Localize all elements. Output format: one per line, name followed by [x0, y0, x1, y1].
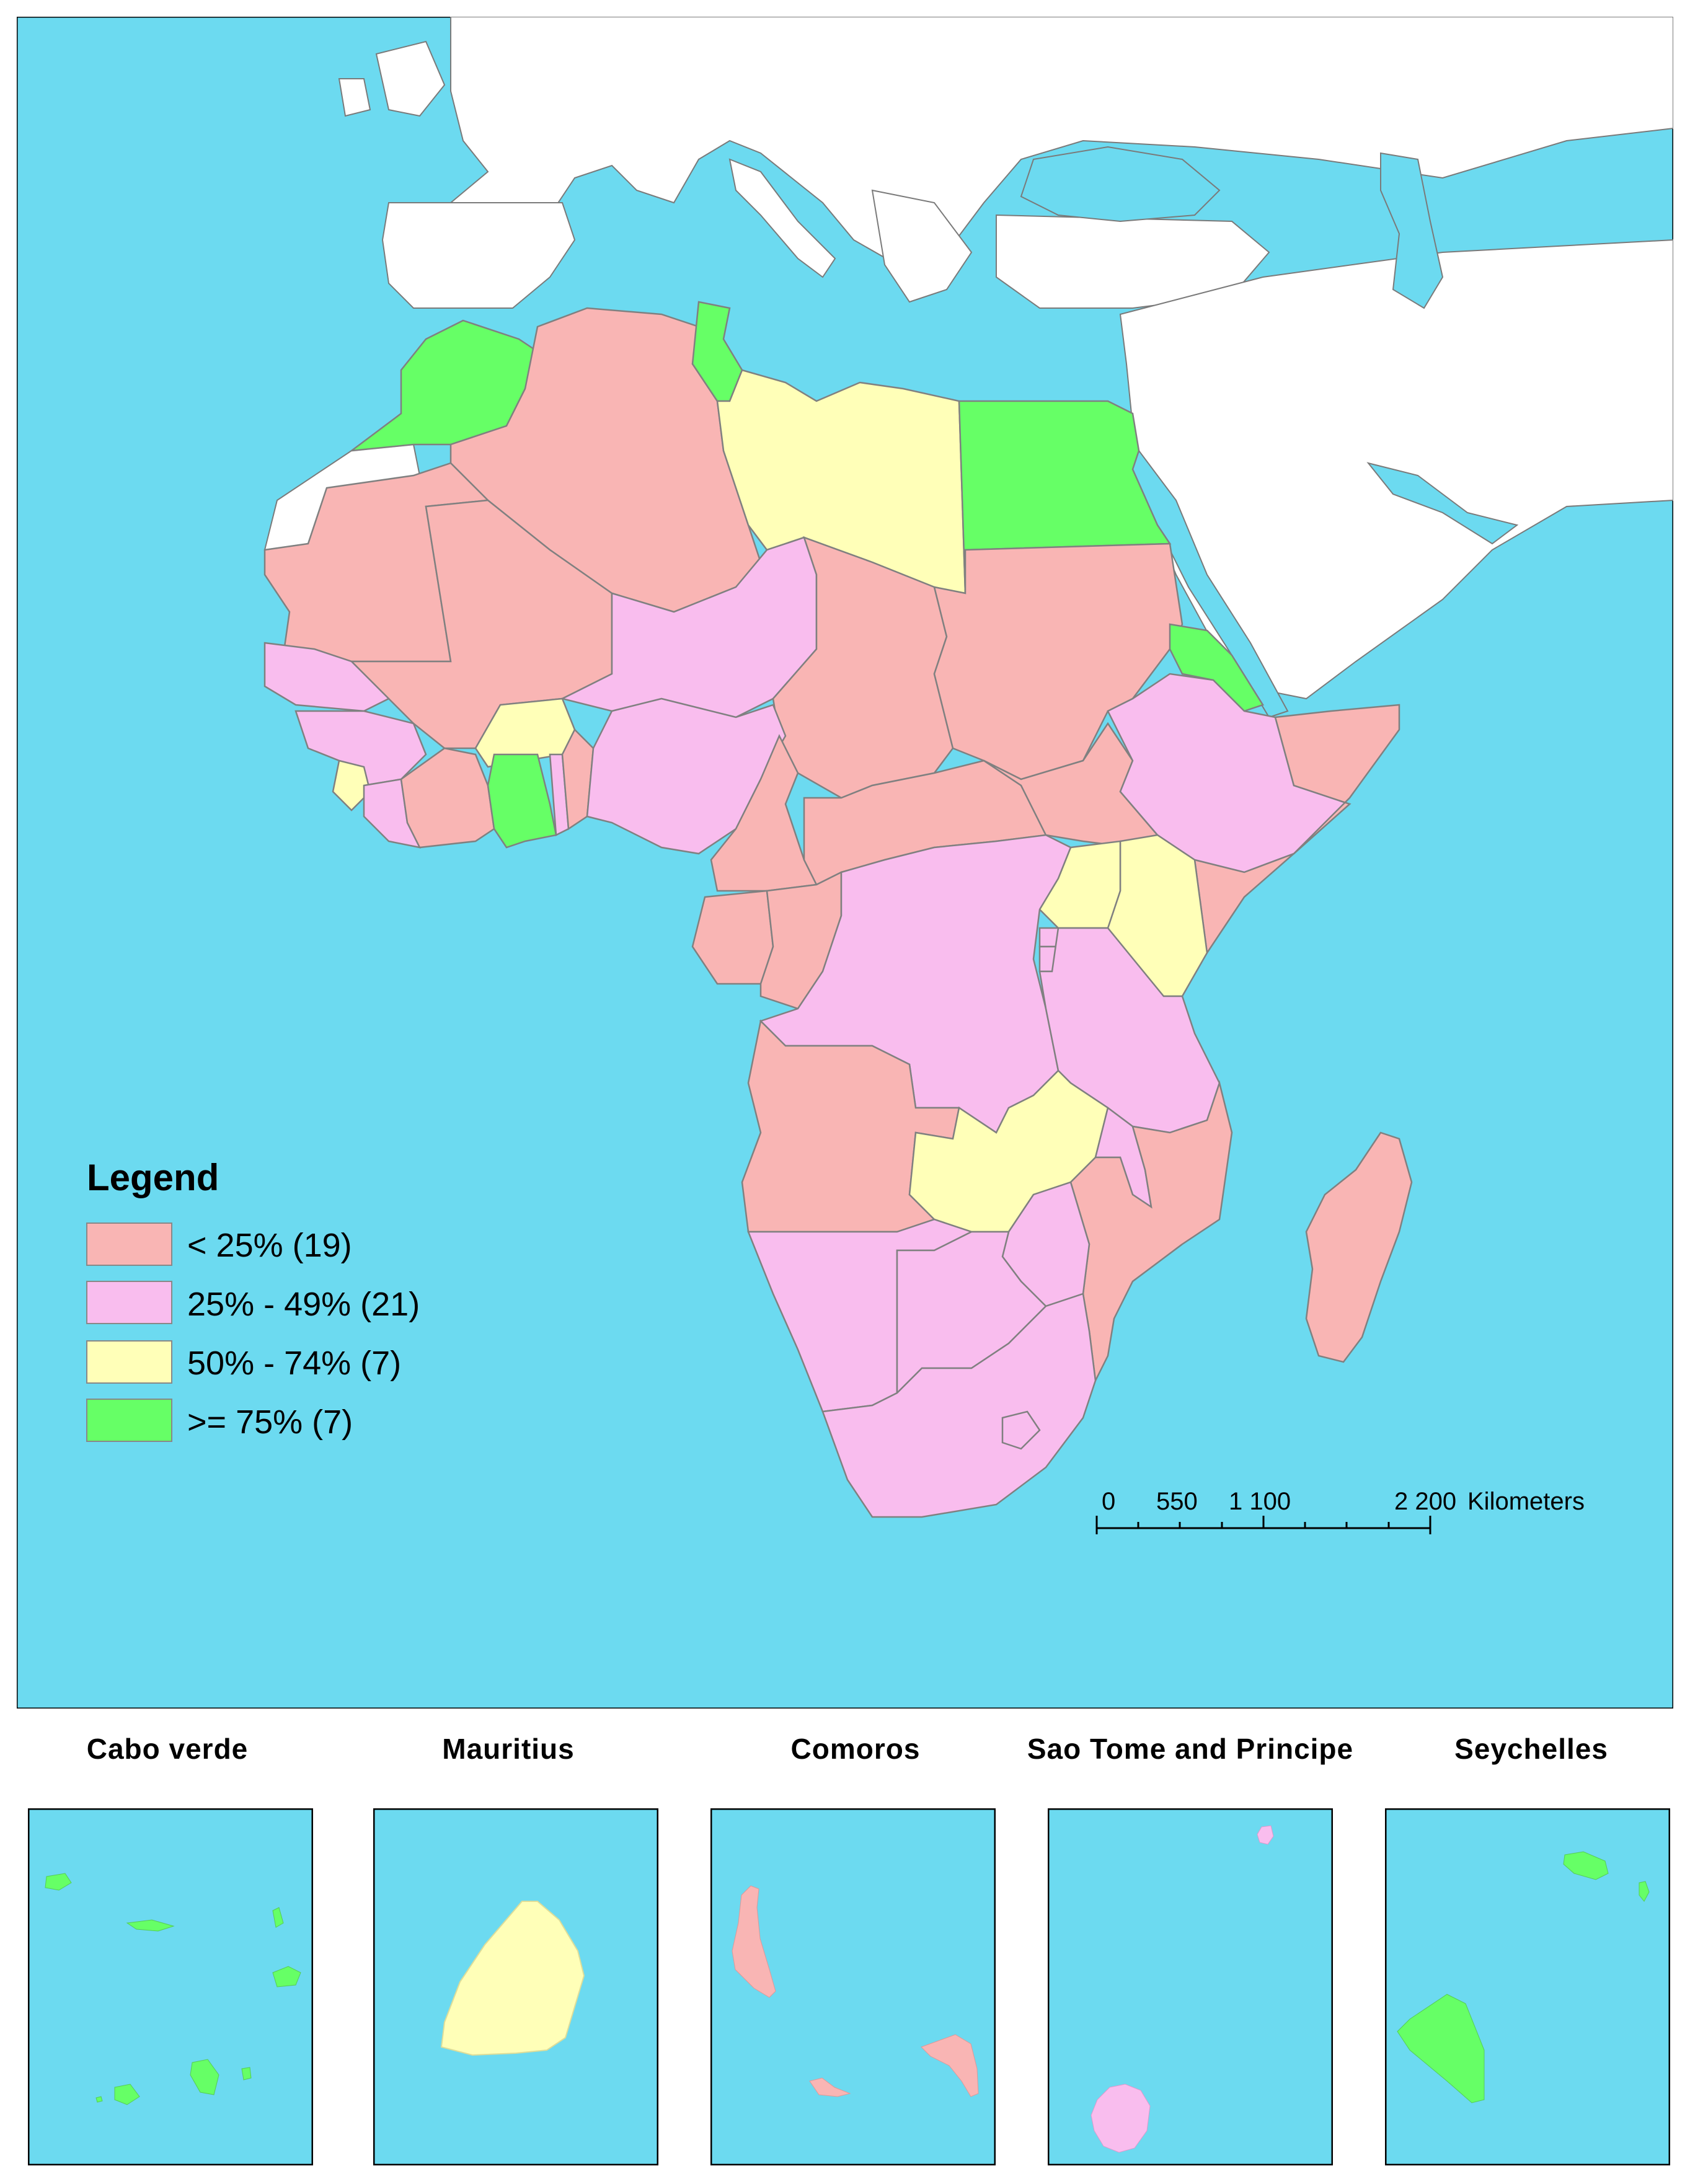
africa-main-map: Legend < 25% (19) 25% - 49% (21) 50% - 7…: [17, 17, 1673, 1709]
inset-title-cabo-verde: Cabo verde: [86, 1733, 249, 1765]
legend: Legend < 25% (19) 25% - 49% (21) 50% - 7…: [86, 1157, 420, 1442]
seychelles-island-la-digue: [1639, 1881, 1650, 1902]
inset-seychelles: [1385, 1808, 1670, 2165]
cabo-verde-island-sal: [272, 1907, 284, 1928]
cabo-verde-island-santiago: [190, 2059, 219, 2095]
inset-cabo-verde: [28, 1808, 313, 2165]
scale-tick-1100: 1 100: [1229, 1488, 1291, 1515]
seychelles-island-praslin: [1563, 1851, 1609, 1880]
cabo-verde-island-fogo: [114, 2084, 140, 2105]
inland-seas: [1020, 146, 1519, 718]
cabo-verde-island-brava: [95, 2096, 103, 2103]
legend-label-lt25: < 25% (19): [187, 1227, 352, 1264]
sao-tome-island: [1091, 2084, 1151, 2153]
iberia: [381, 202, 576, 309]
black-sea: [1020, 146, 1221, 223]
legend-label-25-49: 25% - 49% (21): [187, 1286, 420, 1323]
senegal: [263, 642, 391, 712]
inset-title-sao-tome: Sao Tome and Principe: [1027, 1733, 1354, 1765]
inset-title-seychelles: Seychelles: [1454, 1733, 1608, 1765]
legend-swatch-ge75: [86, 1399, 172, 1442]
cabo-verde-island-boa-vista: [272, 1966, 301, 1987]
inset-comoros: [710, 1808, 996, 2165]
legend-label-ge75: >= 75% (7): [187, 1404, 353, 1441]
sierra-leone: [332, 759, 371, 811]
cabo-verde-island-maio: [241, 2067, 252, 2080]
mauritius-island: [440, 1901, 585, 2056]
inset-sao-tome-and-principe: [1048, 1808, 1333, 2165]
cabo-verde-island-santo-antao: [45, 1873, 72, 1891]
legend-swatch-50-74: [86, 1340, 172, 1384]
scale-tick-2200: 2 200: [1394, 1488, 1456, 1515]
scale-unit: Kilometers: [1467, 1488, 1585, 1515]
scale-tick-550: 550: [1156, 1488, 1198, 1515]
principe-island: [1257, 1825, 1274, 1845]
comoros-island-moheli: [809, 2077, 851, 2097]
inset-mauritius: [373, 1808, 658, 2165]
madagascar: [1305, 1131, 1413, 1363]
italy: [728, 158, 836, 278]
caspian-sea: [1380, 152, 1444, 309]
legend-label-50-74: 50% - 74% (7): [187, 1345, 401, 1382]
comoros-island-anjouan: [921, 2034, 979, 2097]
lesotho: [1001, 1410, 1041, 1450]
non-african-land: [263, 17, 1673, 700]
persian-gulf: [1366, 462, 1519, 545]
south-africa: [821, 1293, 1097, 1518]
legend-swatch-lt25: [86, 1222, 172, 1266]
scale-bar: 0 550 1 100 2 200 Kilometers: [1095, 1488, 1585, 1534]
legend-swatch-25-49: [86, 1281, 172, 1324]
scale-line: [1095, 1516, 1431, 1534]
legend-title: Legend: [87, 1157, 219, 1198]
greece-balkans: [871, 189, 973, 303]
somalia: [1193, 704, 1400, 955]
african-countries: [263, 301, 1413, 1518]
inset-title-comoros: Comoros: [790, 1733, 921, 1765]
uk-ireland: [338, 40, 446, 117]
scale-tick-0: 0: [1102, 1488, 1115, 1515]
inset-title-mauritius: Mauritius: [442, 1733, 575, 1765]
seychelles-island-mahe: [1397, 1994, 1485, 2103]
comoros-island-grande-comore: [732, 1885, 776, 1998]
ghana: [487, 753, 557, 849]
cabo-verde-island-sao-nicolau: [126, 1919, 175, 1932]
